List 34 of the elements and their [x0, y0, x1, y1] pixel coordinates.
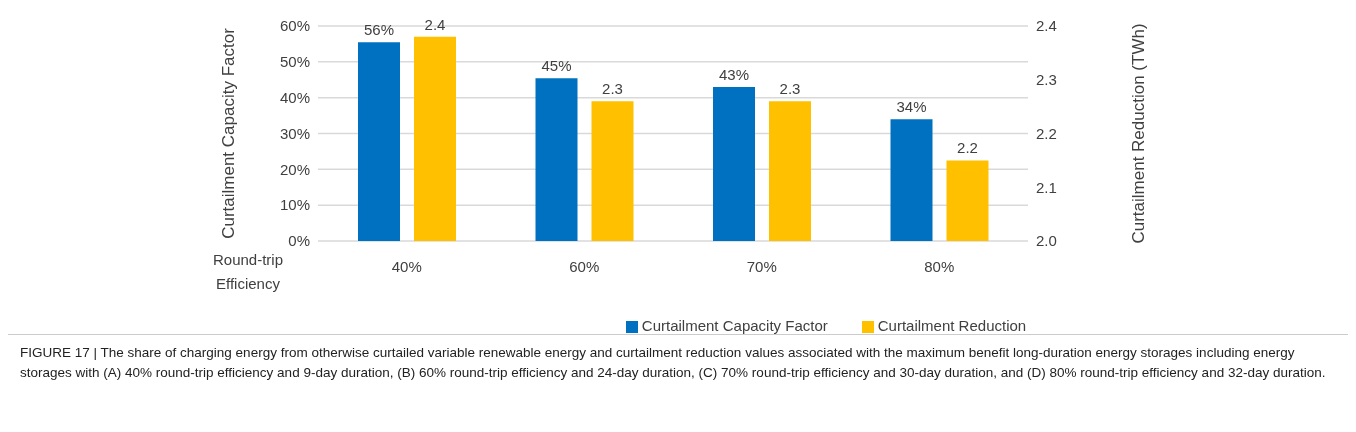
y-tick-label: 60% [279, 17, 310, 35]
y-tick-label: 40% [279, 88, 310, 106]
y2-tick-label: 2.2 [1036, 124, 1057, 142]
x-tick-label: 40% [391, 257, 422, 275]
data-label: 2.3 [779, 80, 801, 98]
y-tick-label: 30% [279, 124, 310, 142]
y-axis-title: Curtailment Capacity Factor [219, 27, 239, 239]
y-tick-label: 20% [279, 160, 310, 178]
x-tick-label: 70% [746, 257, 777, 275]
data-label: 2.4 [424, 15, 446, 33]
caption: FIGURE 17 | The share of charging energy from otherwise curtailed variable renewable energy and curtailment reduction values associated with the maximum benefit long-duration energy storages including energy storages with (A) 40% round-trip efficiency and 9-day duration, (B) 60% round-trip efficiency and 24-day duration, (C) 70% round-trip efficiency and 30-day duration, and (D) 80% round-trip efficiency and 32-day duration. [8, 334, 1348, 391]
y2-tick-label: 2.1 [1036, 178, 1057, 196]
y-tick-label: 50% [279, 53, 310, 71]
y-tick-label: 10% [279, 196, 310, 214]
data-label: 2.2 [957, 139, 978, 157]
x-tick-label: 60% [569, 257, 600, 275]
data-label: 43% [718, 65, 750, 83]
x-tick-label: 80% [924, 257, 955, 275]
bar [535, 78, 578, 241]
y-tick-label: 0% [288, 232, 310, 250]
bar [713, 86, 755, 241]
x-axis-title: Round-trip Efficiency [212, 251, 284, 292]
legend-label: Curtailment Reduction [877, 317, 1027, 334]
y2-tick-label: 2.4 [1036, 17, 1057, 35]
y2-tick-label: 2.0 [1036, 232, 1057, 250]
y2-axis-title: Curtailment Reduction (TWh) [1129, 23, 1149, 244]
legend-label: Curtailment Capacity Factor [641, 317, 828, 334]
y2-tick-label: 2.3 [1036, 71, 1057, 89]
bar [890, 119, 933, 241]
data-label: 34% [896, 98, 927, 116]
data-label: 56% [363, 21, 395, 39]
bar [358, 42, 400, 241]
data-label: 45% [541, 57, 572, 75]
data-label: 2.3 [602, 80, 623, 98]
